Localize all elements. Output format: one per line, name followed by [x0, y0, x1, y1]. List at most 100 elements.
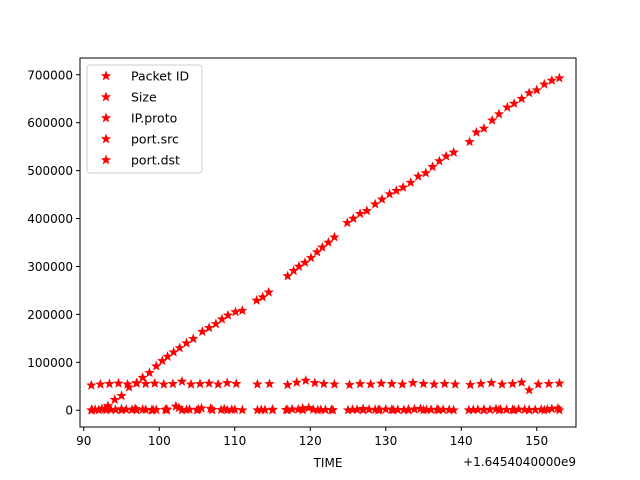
- data-point: [533, 378, 544, 389]
- data-point: [471, 126, 482, 137]
- y-tick-label: 100000: [27, 356, 73, 370]
- x-axis-label: TIME: [313, 456, 343, 470]
- y-tick-label: 600000: [27, 116, 73, 130]
- data-point: [531, 84, 542, 95]
- data-point: [448, 146, 459, 157]
- data-point: [495, 404, 506, 414]
- data-point: [487, 114, 498, 125]
- data-point: [365, 378, 376, 389]
- data-point: [415, 403, 426, 414]
- data-point: [391, 185, 402, 196]
- legend-marker: [100, 133, 112, 144]
- legend-marker: [100, 154, 112, 165]
- data-point: [440, 150, 452, 161]
- data-point: [369, 198, 381, 209]
- data-point: [149, 377, 160, 388]
- data-point: [237, 305, 248, 315]
- y-tick-label: 700000: [27, 68, 73, 82]
- data-point: [348, 213, 359, 223]
- data-point: [397, 181, 409, 192]
- data-point: [409, 403, 420, 414]
- data-point: [151, 360, 162, 371]
- data-point: [93, 404, 105, 415]
- data-point: [188, 333, 199, 344]
- plot-frame: [79, 57, 577, 428]
- x-tick-label: 90: [76, 434, 91, 448]
- data-point: [405, 177, 416, 188]
- data-point: [251, 295, 262, 305]
- data-point: [105, 404, 117, 415]
- data-point: [384, 188, 395, 199]
- data-point: [282, 379, 293, 390]
- data-point: [126, 404, 138, 415]
- data-point: [354, 378, 366, 389]
- data-point: [222, 377, 233, 388]
- data-point: [293, 261, 305, 271]
- data-point: [361, 205, 373, 216]
- data-point: [516, 93, 527, 104]
- x-tick-label: 120: [299, 434, 322, 448]
- data-point: [318, 378, 330, 389]
- data-point: [376, 377, 387, 388]
- y-tick-label: 500000: [27, 164, 73, 178]
- data-point: [170, 400, 182, 411]
- data-point: [185, 378, 197, 389]
- data-point: [539, 78, 550, 89]
- data-point: [472, 404, 484, 415]
- data-point: [174, 342, 185, 353]
- legend-box: [86, 64, 203, 174]
- data-point: [259, 404, 271, 415]
- data-point: [122, 378, 133, 389]
- data-point: [226, 404, 237, 415]
- marker-layer: [86, 72, 565, 415]
- data-point: [374, 404, 385, 415]
- data-point: [524, 87, 535, 98]
- data-point: [542, 404, 553, 414]
- data-point: [326, 404, 337, 415]
- data-point: [280, 404, 292, 415]
- data-point: [193, 404, 204, 414]
- data-point: [317, 241, 328, 252]
- data-point: [386, 378, 397, 389]
- data-point: [160, 404, 171, 415]
- y-tick-label: 0: [65, 404, 73, 418]
- data-point: [176, 376, 188, 386]
- data-point: [315, 404, 327, 415]
- data-point: [428, 378, 440, 389]
- data-point: [237, 404, 248, 415]
- data-point: [554, 72, 565, 83]
- data-point: [354, 208, 366, 219]
- data-point: [323, 237, 334, 247]
- data-point: [203, 377, 215, 388]
- data-point: [137, 372, 148, 383]
- data-point: [329, 378, 340, 389]
- data-point: [552, 402, 564, 413]
- data-point: [450, 378, 461, 389]
- data-point: [431, 404, 443, 414]
- data-point: [300, 375, 311, 385]
- data-point: [148, 404, 159, 415]
- data-point: [181, 337, 192, 348]
- data-point: [329, 231, 340, 242]
- data-point: [516, 376, 527, 387]
- data-point: [222, 309, 234, 320]
- data-point: [413, 170, 424, 181]
- data-point: [486, 377, 497, 388]
- data-point: [230, 306, 241, 317]
- data-point: [263, 286, 274, 297]
- data-point: [434, 155, 445, 166]
- data-point: [291, 376, 302, 387]
- data-point: [508, 98, 520, 108]
- legend-label: port.src: [131, 132, 179, 147]
- x-tick-label: 140: [450, 434, 473, 448]
- data-point: [543, 378, 555, 389]
- data-point: [351, 404, 363, 415]
- legend-label: port.dst: [131, 153, 180, 168]
- data-point: [439, 378, 450, 389]
- data-point: [86, 379, 97, 390]
- data-point: [418, 378, 429, 389]
- x-tick-label: 100: [148, 434, 171, 448]
- data-point: [546, 75, 558, 85]
- data-point: [144, 367, 155, 378]
